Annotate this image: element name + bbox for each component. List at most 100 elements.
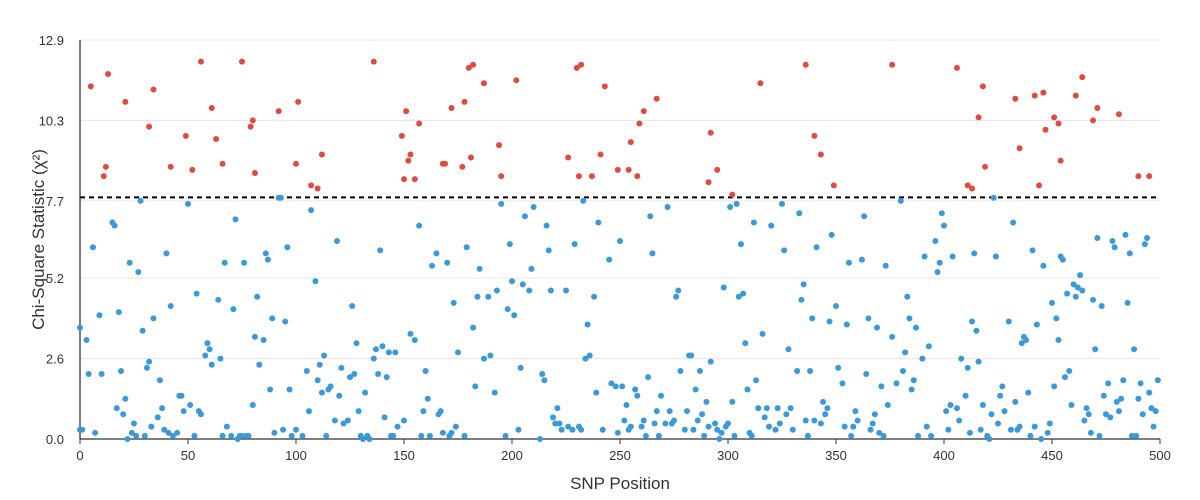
point-non-significant xyxy=(461,432,468,439)
point-significant xyxy=(634,173,641,180)
point-significant xyxy=(982,163,989,170)
point-non-significant xyxy=(143,364,150,371)
point-non-significant xyxy=(906,315,913,322)
point-non-significant xyxy=(1068,401,1075,408)
point-non-significant xyxy=(1053,315,1060,322)
point-non-significant xyxy=(89,244,96,251)
point-non-significant xyxy=(154,414,161,421)
point-non-significant xyxy=(223,423,230,430)
point-non-significant xyxy=(1120,377,1127,384)
point-significant xyxy=(1057,157,1064,164)
point-non-significant xyxy=(476,265,483,272)
point-non-significant xyxy=(772,426,779,433)
point-non-significant xyxy=(943,408,950,415)
point-non-significant xyxy=(251,333,258,340)
point-significant xyxy=(401,176,407,183)
point-non-significant xyxy=(897,197,904,204)
point-non-significant xyxy=(1131,346,1138,353)
point-non-significant xyxy=(612,383,619,390)
point-non-significant xyxy=(126,259,133,266)
point-significant xyxy=(411,176,418,183)
point-significant xyxy=(459,163,466,170)
point-non-significant xyxy=(586,352,593,359)
point-non-significant xyxy=(807,367,814,374)
point-significant xyxy=(817,151,824,158)
point-non-significant xyxy=(359,436,366,442)
point-non-significant xyxy=(444,259,451,266)
point-non-significant xyxy=(759,330,766,337)
point-non-significant xyxy=(280,426,287,433)
point-non-significant xyxy=(506,241,513,248)
point-non-significant xyxy=(135,268,142,275)
point-non-significant xyxy=(180,408,187,415)
point-non-significant xyxy=(450,299,457,306)
point-significant xyxy=(496,142,503,149)
point-significant xyxy=(889,61,896,68)
point-non-significant xyxy=(953,405,960,412)
point-significant xyxy=(729,191,736,198)
point-significant xyxy=(1016,145,1023,152)
point-non-significant xyxy=(362,389,369,396)
point-non-significant xyxy=(159,405,166,412)
point-non-significant xyxy=(811,417,818,424)
point-non-significant xyxy=(260,337,267,344)
point-significant xyxy=(461,98,468,105)
point-non-significant xyxy=(621,417,628,424)
point-non-significant xyxy=(999,383,1006,390)
point-significant xyxy=(100,173,107,180)
point-non-significant xyxy=(1051,383,1058,390)
point-non-significant xyxy=(1023,337,1030,344)
point-non-significant xyxy=(945,426,952,433)
point-non-significant xyxy=(230,306,237,313)
point-significant xyxy=(653,95,660,102)
point-non-significant xyxy=(392,349,399,356)
point-non-significant xyxy=(1113,398,1120,405)
point-non-significant xyxy=(241,259,248,266)
point-non-significant xyxy=(267,386,274,393)
point-significant xyxy=(1042,126,1049,133)
point-non-significant xyxy=(163,250,170,257)
point-non-significant xyxy=(521,213,528,220)
point-non-significant xyxy=(92,429,99,436)
point-non-significant xyxy=(185,200,191,207)
y-tick-label: 7.7 xyxy=(46,194,64,209)
point-non-significant xyxy=(530,204,537,211)
point-non-significant xyxy=(1098,303,1105,309)
point-non-significant xyxy=(912,324,919,331)
point-non-significant xyxy=(1061,374,1068,381)
point-non-significant xyxy=(608,380,615,387)
point-non-significant xyxy=(1007,426,1014,433)
point-non-significant xyxy=(820,398,827,405)
point-significant xyxy=(975,114,982,121)
point-non-significant xyxy=(941,222,947,229)
point-non-significant xyxy=(969,318,976,325)
point-non-significant xyxy=(696,367,703,374)
point-significant xyxy=(416,120,423,127)
point-non-significant xyxy=(703,398,710,405)
point-non-significant xyxy=(632,386,639,393)
point-non-significant xyxy=(271,429,278,436)
point-non-significant xyxy=(1139,411,1146,418)
point-non-significant xyxy=(1049,299,1055,306)
point-significant xyxy=(1135,173,1142,180)
point-non-significant xyxy=(558,426,565,433)
point-non-significant xyxy=(671,417,677,424)
point-non-significant xyxy=(336,392,343,399)
point-non-significant xyxy=(498,200,505,207)
point-non-significant xyxy=(737,241,744,248)
point-non-significant xyxy=(690,426,697,433)
point-non-significant xyxy=(314,377,321,384)
x-tick-label: 350 xyxy=(825,448,847,463)
point-non-significant xyxy=(390,432,397,439)
point-non-significant xyxy=(899,367,906,374)
point-significant xyxy=(979,83,986,90)
point-non-significant xyxy=(733,200,740,207)
point-non-significant xyxy=(1010,219,1017,226)
point-non-significant xyxy=(98,371,105,378)
point-non-significant xyxy=(1109,238,1116,245)
point-significant xyxy=(573,64,580,71)
point-non-significant xyxy=(416,222,423,229)
point-non-significant xyxy=(787,405,794,412)
point-non-significant xyxy=(284,244,291,251)
point-non-significant xyxy=(232,216,239,223)
